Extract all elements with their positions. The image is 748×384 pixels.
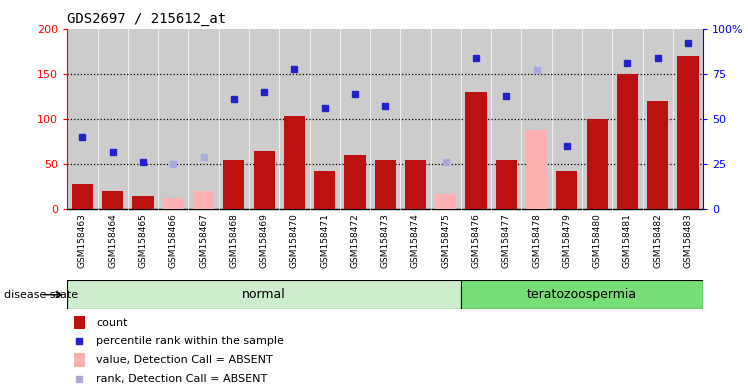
- Bar: [491, 29, 521, 209]
- Text: GSM158466: GSM158466: [169, 213, 178, 268]
- Bar: [617, 74, 638, 209]
- Text: GSM158479: GSM158479: [562, 213, 571, 268]
- Bar: [613, 29, 643, 209]
- Bar: [73, 316, 85, 329]
- Text: GDS2697 / 215612_at: GDS2697 / 215612_at: [67, 12, 227, 26]
- Text: GSM158473: GSM158473: [381, 213, 390, 268]
- Text: GSM158465: GSM158465: [138, 213, 147, 268]
- Bar: [218, 29, 249, 209]
- Text: disease state: disease state: [4, 290, 78, 300]
- Bar: [158, 29, 188, 209]
- Bar: [370, 29, 400, 209]
- Bar: [249, 29, 279, 209]
- Bar: [461, 29, 491, 209]
- Bar: [405, 160, 426, 209]
- Bar: [279, 29, 310, 209]
- Text: GSM158475: GSM158475: [441, 213, 450, 268]
- Bar: [97, 29, 128, 209]
- Bar: [223, 160, 245, 209]
- Bar: [254, 151, 275, 209]
- Text: count: count: [96, 318, 127, 328]
- Text: GSM158464: GSM158464: [108, 213, 117, 268]
- Text: GSM158469: GSM158469: [260, 213, 269, 268]
- Bar: [310, 29, 340, 209]
- Bar: [526, 130, 548, 209]
- Bar: [344, 155, 366, 209]
- Bar: [67, 280, 461, 309]
- Bar: [673, 29, 703, 209]
- Text: GSM158472: GSM158472: [351, 213, 360, 268]
- Text: GSM158463: GSM158463: [78, 213, 87, 268]
- Bar: [678, 56, 699, 209]
- Text: percentile rank within the sample: percentile rank within the sample: [96, 336, 283, 346]
- Bar: [73, 353, 85, 367]
- Bar: [521, 29, 552, 209]
- Bar: [283, 116, 305, 209]
- Text: value, Detection Call = ABSENT: value, Detection Call = ABSENT: [96, 355, 273, 365]
- Bar: [643, 29, 673, 209]
- Text: rank, Detection Call = ABSENT: rank, Detection Call = ABSENT: [96, 374, 267, 384]
- Bar: [128, 29, 158, 209]
- Text: GSM158483: GSM158483: [684, 213, 693, 268]
- Bar: [465, 92, 487, 209]
- Bar: [557, 171, 577, 209]
- Bar: [375, 160, 396, 209]
- Bar: [435, 194, 456, 209]
- Bar: [72, 184, 93, 209]
- Bar: [132, 196, 153, 209]
- Bar: [314, 171, 335, 209]
- Bar: [431, 29, 461, 209]
- Bar: [582, 29, 613, 209]
- Text: teratozoospermia: teratozoospermia: [527, 288, 637, 301]
- Text: GSM158482: GSM158482: [653, 213, 662, 268]
- Bar: [647, 101, 668, 209]
- Bar: [193, 191, 214, 209]
- Text: GSM158476: GSM158476: [471, 213, 480, 268]
- Text: GSM158478: GSM158478: [532, 213, 541, 268]
- Bar: [102, 191, 123, 209]
- Bar: [496, 160, 517, 209]
- Text: GSM158480: GSM158480: [592, 213, 601, 268]
- Text: GSM158470: GSM158470: [290, 213, 299, 268]
- Bar: [400, 29, 431, 209]
- Bar: [162, 199, 184, 209]
- Text: GSM158467: GSM158467: [199, 213, 208, 268]
- Text: GSM158468: GSM158468: [230, 213, 239, 268]
- Bar: [461, 280, 703, 309]
- Bar: [552, 29, 582, 209]
- Text: GSM158474: GSM158474: [411, 213, 420, 268]
- Text: normal: normal: [242, 288, 286, 301]
- Bar: [586, 119, 607, 209]
- Bar: [340, 29, 370, 209]
- Bar: [67, 29, 97, 209]
- Text: GSM158477: GSM158477: [502, 213, 511, 268]
- Text: GSM158471: GSM158471: [320, 213, 329, 268]
- Bar: [188, 29, 218, 209]
- Text: GSM158481: GSM158481: [623, 213, 632, 268]
